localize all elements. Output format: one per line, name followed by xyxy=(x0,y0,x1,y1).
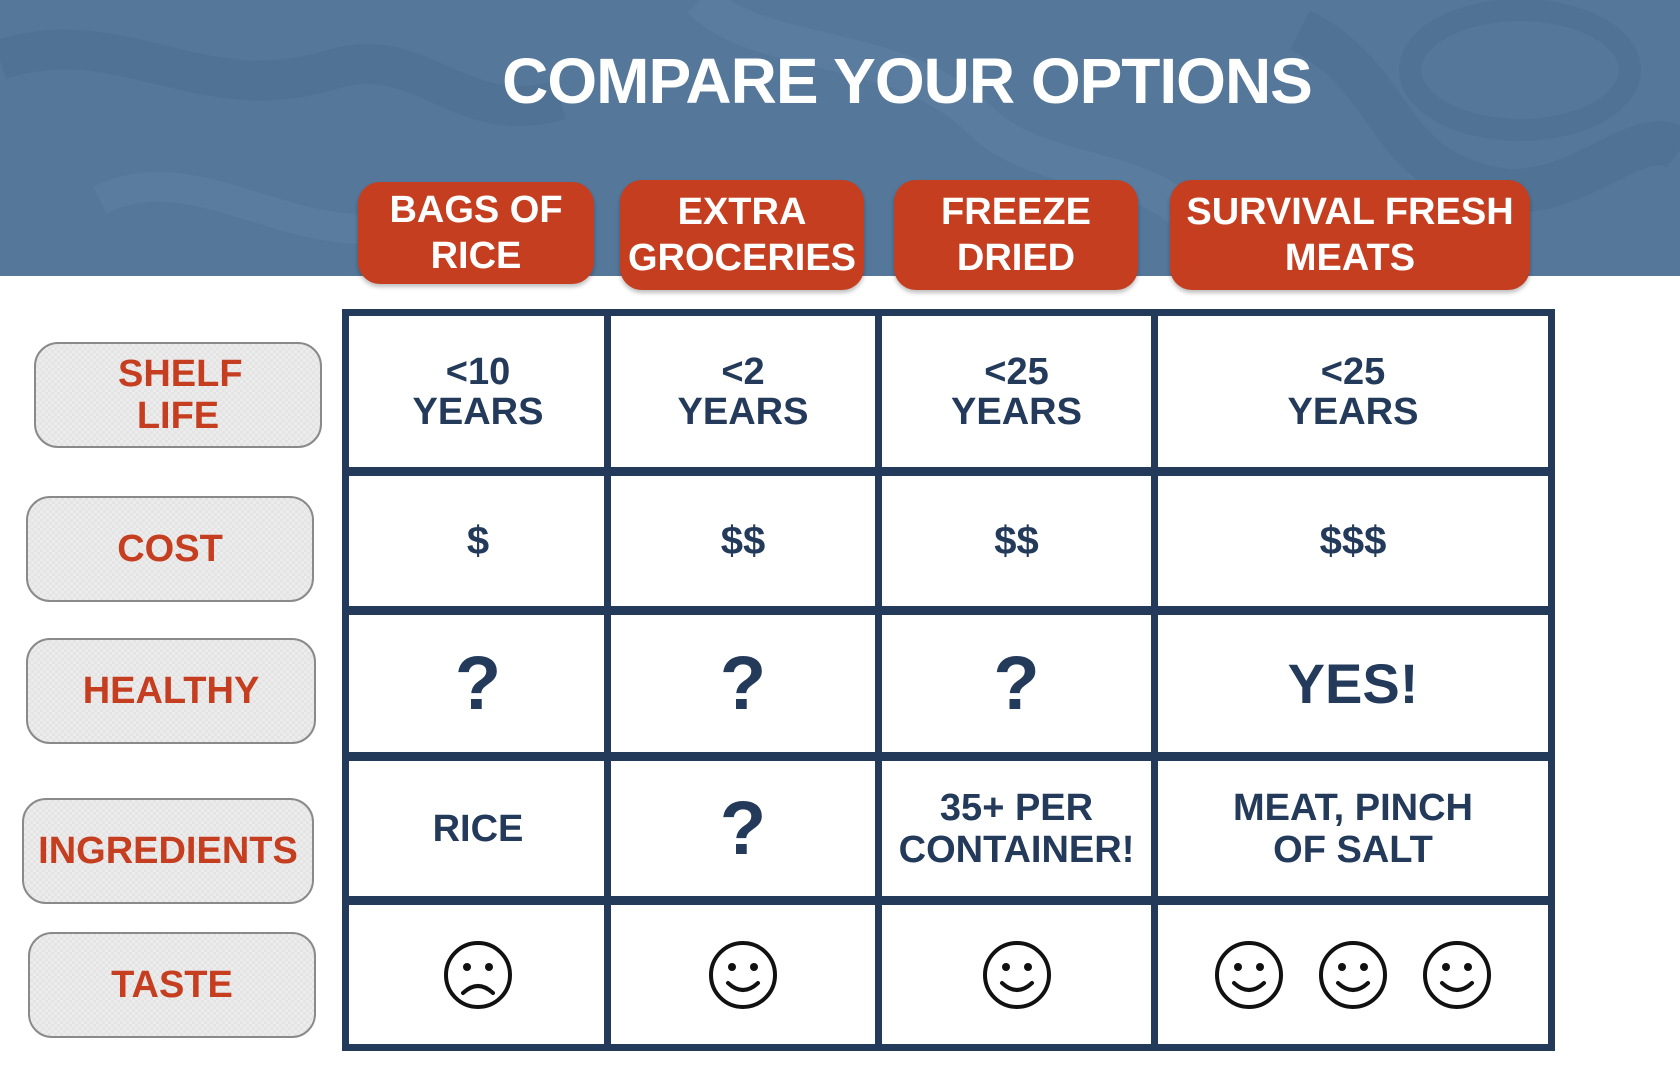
page-title: COMPARE YOUR OPTIONS xyxy=(502,45,1313,117)
smiley-face-icon xyxy=(709,940,777,1009)
cell-shelf-life-groceries: <2 YEARS xyxy=(677,350,809,433)
cell-cost-groceries: $$ xyxy=(720,518,766,563)
row-label-shelf-life: SHELF LIFE xyxy=(34,342,322,448)
table-divider xyxy=(342,752,1555,761)
row-label-cost: COST xyxy=(26,496,314,602)
smiley-face-icon xyxy=(1423,940,1491,1009)
table-divider xyxy=(342,896,1555,905)
cell-healthy-rice: ? xyxy=(454,641,502,726)
row-label-ingredients: INGREDIENTS xyxy=(22,798,314,904)
column-header-freeze-dried: FREEZE DRIED xyxy=(894,180,1138,290)
column-header-extra-groceries: EXTRA GROCERIES xyxy=(620,180,864,290)
cell-shelf-life-survival-meats: <25 YEARS xyxy=(1287,350,1419,433)
cell-taste-freeze-dried xyxy=(882,905,1151,1044)
row-label-healthy: HEALTHY xyxy=(26,638,316,744)
cell-shelf-life-freeze-dried: <25 YEARS xyxy=(951,350,1082,433)
cell-ingredients-freeze-dried: 35+ PER CONTAINER! xyxy=(898,786,1135,871)
row-label-taste: TASTE xyxy=(28,932,316,1038)
table-divider xyxy=(342,467,1555,476)
cell-taste-rice xyxy=(352,905,604,1044)
cell-ingredients-groceries: ? xyxy=(719,786,767,871)
cell-healthy-survival-meats: YES! xyxy=(1287,652,1419,715)
smiley-face-icon xyxy=(982,940,1051,1009)
sad-face-icon xyxy=(444,940,512,1009)
smiley-face-icon xyxy=(1215,940,1283,1009)
cell-shelf-life-rice: <10 YEARS xyxy=(412,350,544,433)
cell-ingredients-rice: RICE xyxy=(432,807,524,850)
cell-taste-groceries xyxy=(611,905,875,1044)
column-header-survival-fresh-meats: SURVIVAL FRESH MEATS xyxy=(1170,180,1530,290)
table-divider xyxy=(1151,309,1158,1051)
table-divider xyxy=(342,606,1555,615)
cell-healthy-freeze-dried: ? xyxy=(993,641,1040,726)
comparison-table xyxy=(342,309,1555,1051)
smiley-face-icon xyxy=(1319,940,1387,1009)
cell-taste-survival-meats xyxy=(1158,905,1548,1044)
cell-cost-rice: $ xyxy=(466,518,490,563)
table-divider xyxy=(604,309,611,1051)
cell-healthy-groceries: ? xyxy=(719,641,767,726)
cell-ingredients-survival-meats: MEAT, PINCH OF SALT xyxy=(1233,786,1473,871)
table-divider xyxy=(875,309,882,1051)
column-header-bags-of-rice: BAGS OF RICE xyxy=(358,182,594,284)
cell-cost-survival-meats: $$$ xyxy=(1319,518,1387,563)
cell-cost-freeze-dried: $$ xyxy=(994,518,1039,563)
